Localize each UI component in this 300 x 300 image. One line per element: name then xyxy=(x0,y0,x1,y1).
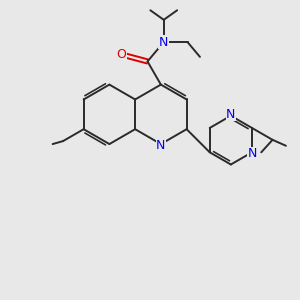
Text: N: N xyxy=(159,36,168,49)
Text: N: N xyxy=(156,139,166,152)
Text: N: N xyxy=(226,108,236,121)
Text: N: N xyxy=(247,147,256,160)
Text: O: O xyxy=(117,48,127,62)
